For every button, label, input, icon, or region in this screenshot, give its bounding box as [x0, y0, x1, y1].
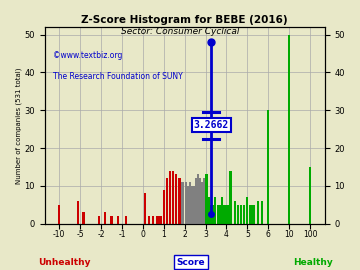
- Bar: [159, 216, 162, 224]
- Bar: [152, 216, 154, 224]
- Bar: [207, 197, 210, 224]
- Bar: [257, 201, 259, 224]
- Y-axis label: Number of companies (531 total): Number of companies (531 total): [15, 67, 22, 184]
- Bar: [189, 182, 191, 224]
- Bar: [104, 212, 106, 224]
- Bar: [243, 205, 246, 224]
- Bar: [58, 205, 60, 224]
- Bar: [267, 110, 269, 224]
- Bar: [201, 182, 203, 224]
- Bar: [175, 174, 177, 224]
- Bar: [186, 186, 189, 224]
- Bar: [249, 205, 252, 224]
- Bar: [148, 216, 150, 224]
- Bar: [169, 171, 171, 224]
- Text: Score: Score: [176, 258, 205, 266]
- Bar: [221, 197, 224, 224]
- Bar: [144, 193, 146, 224]
- Text: Unhealthy: Unhealthy: [39, 258, 91, 266]
- Bar: [229, 171, 232, 224]
- Bar: [246, 197, 248, 224]
- Bar: [82, 212, 85, 224]
- Bar: [206, 174, 208, 224]
- Bar: [166, 178, 168, 224]
- Bar: [228, 205, 230, 224]
- Text: Sector: Consumer Cyclical: Sector: Consumer Cyclical: [121, 27, 239, 36]
- Bar: [217, 205, 219, 224]
- Bar: [197, 174, 199, 224]
- Bar: [178, 178, 181, 224]
- Bar: [240, 205, 242, 224]
- Bar: [214, 197, 216, 224]
- Bar: [163, 190, 165, 224]
- Bar: [181, 182, 184, 224]
- Bar: [77, 201, 79, 224]
- Bar: [288, 35, 290, 224]
- Bar: [172, 171, 174, 224]
- Bar: [219, 205, 221, 224]
- Bar: [125, 216, 127, 224]
- Bar: [203, 178, 206, 224]
- Bar: [117, 216, 119, 224]
- Bar: [309, 167, 311, 224]
- Bar: [193, 186, 195, 224]
- Bar: [223, 205, 225, 224]
- Bar: [111, 216, 113, 224]
- Bar: [234, 201, 236, 224]
- Bar: [261, 201, 263, 224]
- Bar: [98, 216, 100, 224]
- Bar: [252, 205, 255, 224]
- Bar: [212, 205, 214, 224]
- Bar: [199, 178, 202, 224]
- Title: Z-Score Histogram for BEBE (2016): Z-Score Histogram for BEBE (2016): [81, 15, 288, 25]
- Bar: [156, 216, 159, 224]
- Bar: [191, 186, 193, 224]
- Text: The Research Foundation of SUNY: The Research Foundation of SUNY: [53, 72, 183, 81]
- Bar: [185, 182, 187, 224]
- Bar: [58, 212, 60, 224]
- Bar: [210, 205, 212, 224]
- Text: 3.2662: 3.2662: [193, 120, 229, 130]
- Bar: [225, 205, 228, 224]
- Text: Healthy: Healthy: [293, 258, 333, 266]
- Bar: [195, 178, 197, 224]
- Bar: [237, 205, 239, 224]
- Text: ©www.textbiz.org: ©www.textbiz.org: [53, 51, 122, 60]
